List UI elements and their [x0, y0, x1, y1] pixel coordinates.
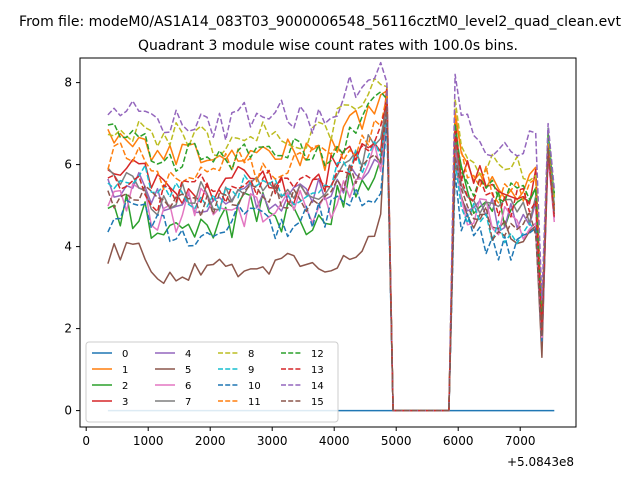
series-line-5 [107, 98, 556, 412]
legend-label: 15 [311, 397, 324, 408]
series-line-14 [107, 61, 556, 412]
legend-label: 14 [311, 381, 324, 392]
series-line-6 [107, 110, 556, 412]
series-line-15 [107, 106, 556, 412]
legend-label: 1 [122, 365, 128, 376]
legend-label: 12 [311, 349, 324, 360]
axes-frame [79, 57, 577, 428]
y-tick-label: 0 [64, 404, 72, 418]
x-tick-label: 2000 [195, 434, 226, 448]
legend-label: 7 [185, 397, 191, 408]
legend-label: 3 [122, 397, 128, 408]
y-tick-label: 6 [64, 158, 72, 172]
legend-label: 6 [185, 381, 191, 392]
series-line-10 [107, 122, 556, 412]
legend-label: 0 [122, 349, 128, 360]
series-line-2 [107, 98, 556, 412]
series-line-12 [107, 91, 556, 412]
legend-label: 4 [185, 349, 191, 360]
x-tick-label: 0 [82, 434, 90, 448]
x-tick-label: 5000 [381, 434, 412, 448]
chart-title: Quadrant 3 module wise count rates with … [138, 38, 518, 54]
legend-label: 8 [248, 349, 254, 360]
legend-label: 10 [248, 381, 261, 392]
x-tick-label: 1000 [133, 434, 164, 448]
series-line-8 [107, 77, 556, 412]
x-axis: 0 1000 2000 3000 4000 5000 6000 7000 [82, 427, 535, 448]
legend-label: 11 [248, 397, 261, 408]
x-tick-label: 7000 [505, 434, 536, 448]
x-offset-label: +5.0843e8 [507, 455, 574, 469]
x-tick-label: 3000 [257, 434, 288, 448]
series-line-11 [107, 94, 556, 412]
figure-title: From file: modeM0/AS1A14_083T03_90000065… [19, 14, 621, 30]
legend-box [85, 341, 339, 423]
y-axis: 0 2 4 6 8 [64, 76, 80, 418]
y-tick-label: 8 [64, 76, 72, 90]
x-tick-label: 6000 [443, 434, 474, 448]
y-tick-label: 4 [64, 240, 72, 254]
x-tick-label: 4000 [319, 434, 350, 448]
legend-label: 5 [185, 365, 191, 376]
legend-label: 9 [248, 365, 254, 376]
series-line-9 [107, 114, 556, 412]
legend-label: 13 [311, 365, 324, 376]
legend-label: 2 [122, 381, 128, 392]
y-tick-label: 2 [64, 322, 72, 336]
series-group [107, 61, 556, 412]
